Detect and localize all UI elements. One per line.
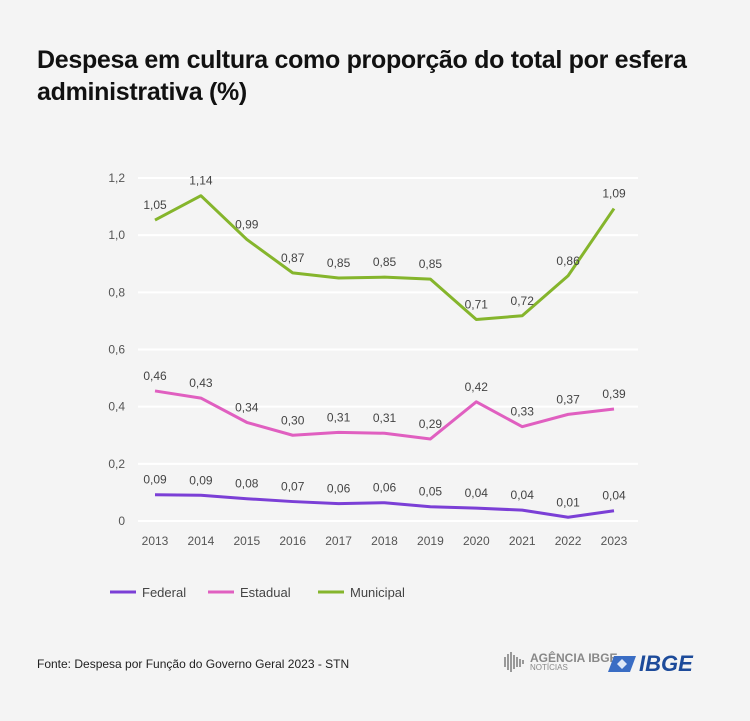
data-label: 0,04 <box>465 486 489 500</box>
data-label: 0,31 <box>327 410 351 424</box>
data-label: 0,85 <box>373 255 397 269</box>
data-label: 0,04 <box>511 488 535 502</box>
y-tick-label: 1,2 <box>108 171 125 185</box>
data-label: 0,85 <box>327 256 351 270</box>
y-tick-label: 0,4 <box>108 400 125 414</box>
y-tick-label: 0,8 <box>108 285 125 299</box>
agencia-logo-subtext: NOTÍCIAS <box>530 663 568 672</box>
data-label: 0,85 <box>419 257 443 271</box>
series-line-estadual <box>154 389 615 441</box>
legend-label: Municipal <box>350 585 405 600</box>
legend-label: Estadual <box>240 585 291 600</box>
data-label: 0,42 <box>465 380 489 394</box>
line-chart: 0 0,2 0,4 0,6 0,8 1,0 1,2 2013 2014 2015 2016 2017 2… <box>108 171 638 600</box>
data-label: 0,09 <box>143 473 167 487</box>
y-tick-label: 0,2 <box>108 457 125 471</box>
ibge-logo-text: IBGE <box>639 651 693 676</box>
x-tick-label: 2022 <box>555 534 582 548</box>
series-line-federal <box>154 493 615 519</box>
x-tick-label: 2017 <box>325 534 352 548</box>
data-label: 1,14 <box>189 174 213 188</box>
x-tick-label: 2020 <box>463 534 490 548</box>
x-tick-label: 2013 <box>142 534 169 548</box>
data-label: 0,08 <box>235 477 259 491</box>
data-label: 0,06 <box>373 481 397 495</box>
data-label: 0,99 <box>235 217 259 231</box>
y-tick-label: 0 <box>118 514 125 528</box>
data-label: 0,34 <box>235 400 259 414</box>
y-tick-label: 0,6 <box>108 343 125 357</box>
x-tick-label: 2023 <box>601 534 628 548</box>
data-label: 0,72 <box>511 294 535 308</box>
data-label: 0,46 <box>143 369 167 383</box>
ibge-logo: IBGE <box>608 651 693 677</box>
agencia-ibge-logo: AGÊNCIA IBGE NOTÍCIAS <box>502 651 618 673</box>
data-label: 0,04 <box>602 489 626 503</box>
data-label: 0,39 <box>602 387 626 401</box>
legend-label: Federal <box>142 585 186 600</box>
x-tick-label: 2014 <box>188 534 215 548</box>
chart-title: Despesa em cultura como proporção do tot… <box>37 46 687 106</box>
source-note: Fonte: Despesa por Função do Governo Ger… <box>37 657 350 671</box>
ibge-logo-icon <box>608 656 636 672</box>
data-label: 0,43 <box>189 376 213 390</box>
x-tick-label: 2019 <box>417 534 444 548</box>
y-tick-label: 1,0 <box>108 228 125 242</box>
data-label: 0,37 <box>556 392 580 406</box>
x-tick-label: 2021 <box>509 534 536 548</box>
x-tick-label: 2016 <box>279 534 306 548</box>
x-tick-label: 2018 <box>371 534 398 548</box>
data-label: 0,31 <box>373 411 397 425</box>
agencia-logo-icon <box>504 652 524 672</box>
data-label: 0,86 <box>556 254 580 268</box>
data-label: 1,05 <box>143 198 167 212</box>
data-label: 0,09 <box>189 473 213 487</box>
x-tick-label: 2015 <box>233 534 260 548</box>
series-line-municipal <box>154 194 616 321</box>
data-label: 0,30 <box>281 413 305 427</box>
data-label: 1,09 <box>602 187 626 201</box>
agencia-logo-text: AGÊNCIA IBGE <box>530 651 618 665</box>
data-label: 0,01 <box>556 495 580 509</box>
data-label: 0,07 <box>281 480 305 494</box>
data-label: 0,06 <box>327 482 351 496</box>
data-label: 0,29 <box>419 417 443 431</box>
data-label: 0,33 <box>511 405 535 419</box>
data-label: 0,87 <box>281 251 305 265</box>
data-label: 0,71 <box>465 297 489 311</box>
data-label: 0,05 <box>419 485 443 499</box>
